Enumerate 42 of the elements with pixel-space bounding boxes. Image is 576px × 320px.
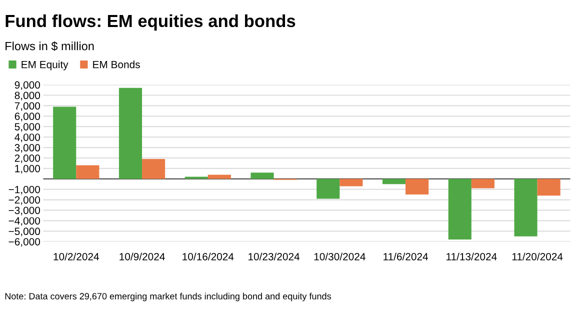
- bar: [208, 174, 231, 179]
- bar: [250, 172, 274, 179]
- y-tick-label: −3,000: [8, 206, 40, 216]
- y-tick-label: 3,000: [14, 144, 40, 153]
- bar: [471, 178, 494, 188]
- bar: [382, 178, 406, 184]
- y-tick-label: 2,000: [14, 154, 40, 164]
- bar: [340, 178, 363, 186]
- x-tick-label: 11/13/2024: [446, 252, 497, 260]
- y-tick-label: 8,000: [14, 92, 40, 100]
- legend-label: EM Bonds: [93, 60, 140, 68]
- y-tick-label: 9,000: [14, 81, 40, 90]
- x-tick-label: 10/2/2024: [54, 252, 100, 260]
- x-tick-label: 11/6/2024: [384, 252, 428, 260]
- chart-subtitle: Flows in $ million: [6, 41, 94, 51]
- text: Note: Data covers 29,670 emerging market funds including bond and equity funds: [5, 292, 331, 302]
- bar: [118, 88, 142, 179]
- y-tick-label: −6,000: [8, 238, 40, 247]
- bar: [53, 106, 76, 179]
- y-tick-label: 1,000: [15, 164, 40, 174]
- chart-title: Fund flows: EM equities and bonds: [6, 14, 296, 31]
- x-tick-label: 10/23/2024: [248, 252, 300, 260]
- bar: [316, 178, 340, 199]
- x-tick-label: 10/16/2024: [182, 252, 234, 260]
- bar: [142, 159, 166, 179]
- y-tick-label: −1,000: [8, 186, 40, 194]
- y-tick-label: 4,000: [14, 134, 40, 142]
- bar: [448, 178, 472, 240]
- y-tick-label: 5,000: [14, 123, 40, 132]
- bar: [76, 165, 100, 179]
- x-tick-label: 11/20/2024: [512, 252, 563, 260]
- y-tick-label: 6,000: [14, 112, 40, 122]
- y-tick-label: −4,000: [8, 217, 40, 226]
- y-tick-label: −5,000: [8, 228, 40, 236]
- x-tick-label: 10/9/2024: [120, 252, 165, 260]
- y-tick-label: 7,000: [14, 102, 40, 111]
- bar: [537, 178, 560, 196]
- legend-label: EM Equity: [22, 60, 68, 70]
- bar: [406, 178, 429, 195]
- bar: [514, 178, 538, 236]
- x-tick-label: 10/30/2024: [314, 252, 366, 260]
- y-tick-label: −2,000: [8, 196, 40, 205]
